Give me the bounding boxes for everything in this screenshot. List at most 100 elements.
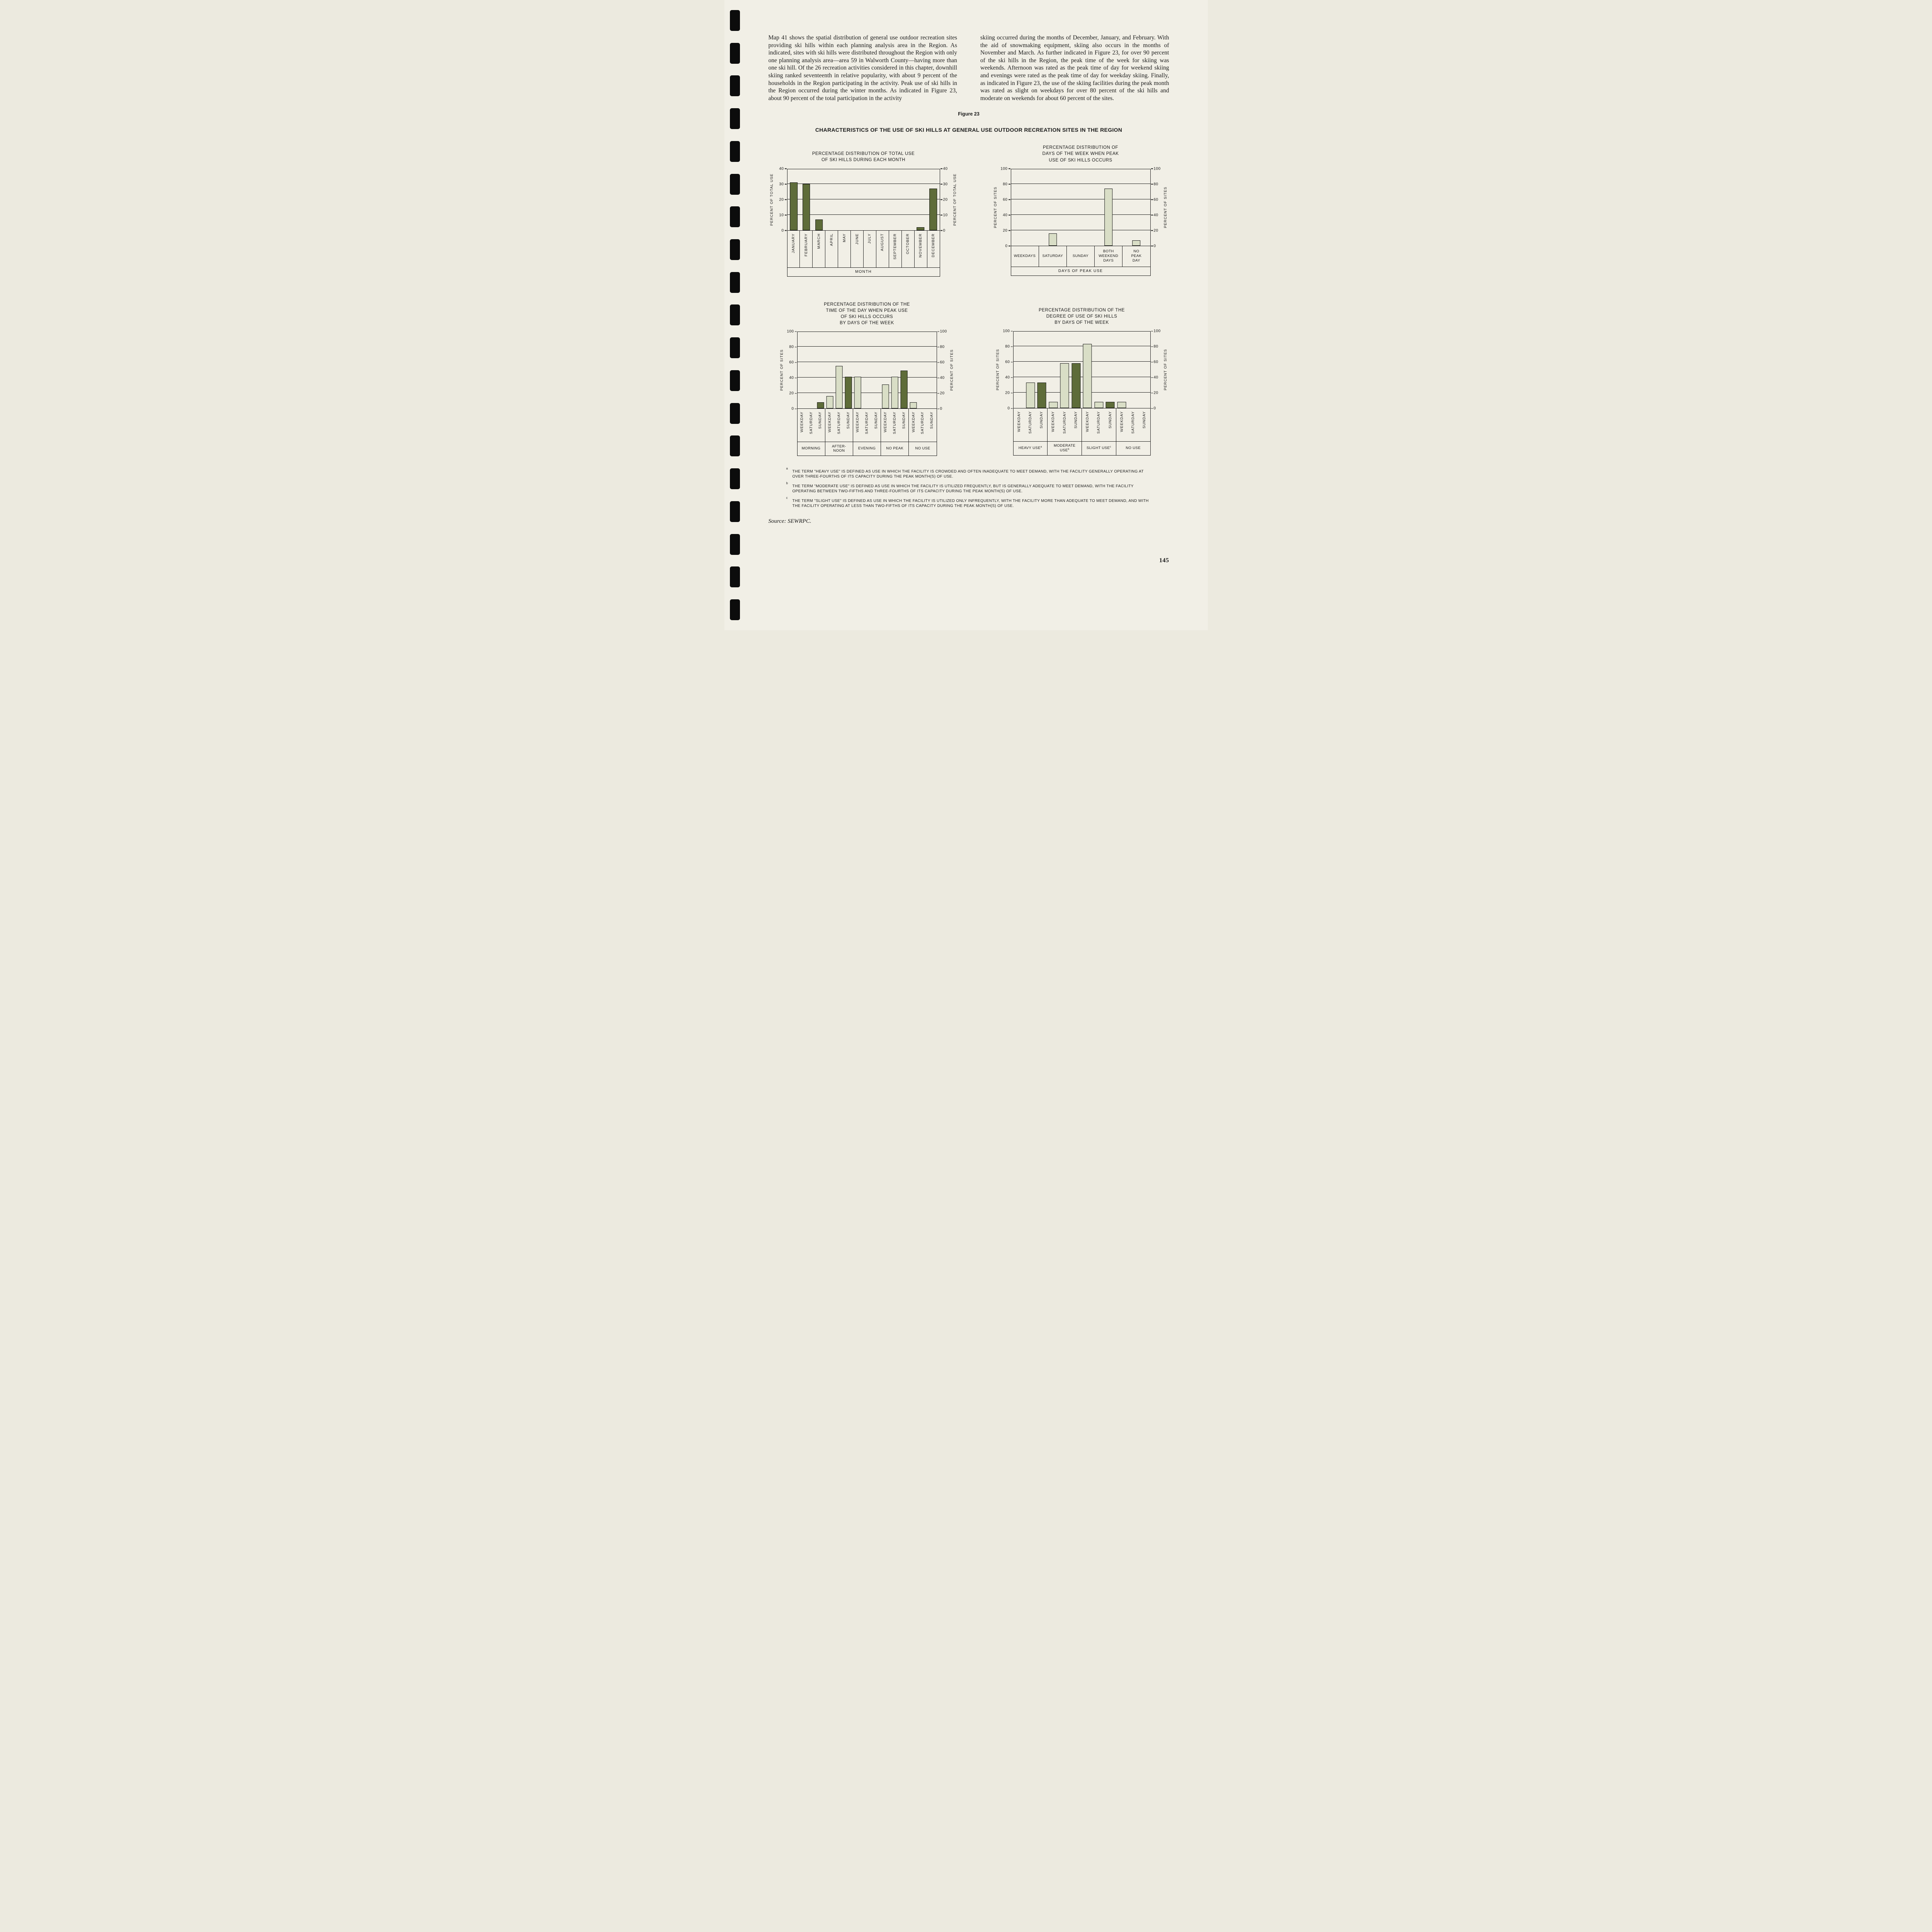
group-label: AFTER- NOON	[832, 444, 846, 453]
chart-title-line: BY DAYS OF THE WEEK	[1054, 320, 1109, 325]
y-tick-label: 20	[1005, 391, 1010, 395]
y-tick-mark	[1008, 199, 1010, 200]
chart-title: PERCENTAGE DISTRIBUTION OF THE DEGREE OF …	[1039, 307, 1125, 326]
binder-hole	[730, 501, 740, 522]
chart-title-line: DEGREE OF USE OF SKI HILLS	[1046, 314, 1117, 319]
plot-box	[1010, 168, 1151, 246]
group-label-row: MORNING AFTER- NOON EVENING NO PEAK NO USE	[797, 442, 937, 456]
category-cell: BOTH WEEKEND DAYS	[1094, 246, 1122, 267]
series-label: WEEKDAY	[1051, 411, 1056, 432]
page-number: 145	[1159, 557, 1169, 564]
binder-strip	[730, 10, 742, 620]
category-cell: OCTOBER	[901, 230, 914, 267]
bar	[900, 370, 908, 408]
series-cell: WEEKDAY SATURDAY SUNDAY	[1014, 408, 1048, 441]
bar	[891, 376, 898, 408]
chart-peak-time-of-day: PERCENTAGE DISTRIBUTION OF THE TIME OF TH…	[779, 301, 956, 456]
gridline	[1013, 392, 1150, 393]
document-page: Map 41 shows the spatial distribution of…	[724, 0, 1208, 630]
category-cell: JULY	[863, 230, 876, 267]
y-tick-mark	[937, 408, 939, 409]
bar	[1026, 382, 1035, 408]
chart-monthly-use: PERCENTAGE DISTRIBUTION OF TOTAL USE OF S…	[769, 145, 959, 277]
binder-hole	[730, 566, 740, 588]
category-row: WEEKDAYS SATURDAY SUNDAY BOTH WEEKEND DAYS N…	[1010, 246, 1151, 267]
category-cell: FEBRUARY	[799, 230, 812, 267]
y-tick-label: 60	[1003, 197, 1008, 202]
binder-hole	[730, 10, 740, 31]
y-tick-label: 30	[779, 182, 784, 187]
gridline	[1013, 361, 1150, 362]
y-tick-label: 100	[1000, 167, 1008, 171]
y-axis-title-text: PERCENT OF SITES	[950, 349, 954, 391]
binder-hole	[730, 272, 740, 293]
y-tick-label: 80	[1153, 182, 1158, 187]
category-label: FEBRUARY	[804, 233, 808, 257]
y-axis-title-text: PERCENT OF SITES	[993, 187, 998, 228]
plot-box	[797, 331, 937, 409]
chart-title: PERCENTAGE DISTRIBUTION OF TOTAL USE OF S…	[812, 151, 915, 163]
footnote: a THE TERM "HEAVY USE" IS DEFINED AS USE …	[786, 466, 1144, 479]
bar	[845, 376, 852, 408]
footnote-text: THE TERM "HEAVY USE" IS DEFINED AS USE I…	[792, 469, 1144, 479]
series-label: SATURDAY	[1062, 411, 1067, 434]
y-tick-mark	[784, 168, 787, 169]
y-axis-title-text: PERCENT OF SITES	[996, 349, 1000, 391]
series-cell: WEEKDAY SATURDAY SUNDAY	[881, 408, 908, 442]
series-label: WEEKDAY	[1017, 411, 1021, 432]
y-tick-label: 40	[1005, 375, 1010, 380]
category-row: JANUARY FEBRUARY MARCH APRIL MAY JUNE JULY AUGU…	[787, 230, 940, 268]
category-label: DECEMBER	[931, 233, 936, 257]
category-label: AUGUST	[880, 233, 885, 251]
y-axis-tick-column: 0 20 40 60 80 100	[1002, 329, 1013, 410]
y-tick-label: 80	[789, 345, 794, 349]
binder-hole	[730, 468, 740, 490]
x-axis-title: DAYS OF PEAK USE	[1010, 267, 1151, 276]
body-text-right-column: skiing occurred during the months of Dec…	[980, 34, 1169, 102]
y-tick-label: 0	[791, 406, 794, 411]
y-tick-label: 40	[1003, 213, 1008, 218]
series-label: WEEKDAY	[911, 411, 916, 432]
x-axis-title: MONTH	[787, 267, 940, 277]
group-label: MODERATE USEb	[1053, 444, 1076, 453]
plot-box	[1013, 331, 1151, 408]
y-axis-title: PERCENT OF SITES	[1162, 169, 1169, 246]
y-tick-label: 60	[940, 360, 945, 365]
category-label: NOVEMBER	[918, 233, 923, 257]
y-axis-tick-column: 0 20 40 60 80 100	[1151, 329, 1162, 410]
footnote-reference: c	[1110, 446, 1111, 449]
chart-body: PERCENT OF SITES 0 20 40 60 80 100 WEEKDAYS SATU…	[992, 167, 1169, 276]
series-label: SATURDAY	[837, 411, 841, 434]
y-axis-tick-column: 0 20 40 60 80 100	[1151, 167, 1162, 248]
chart-degree-of-use: PERCENTAGE DISTRIBUTION OF THE DEGREE OF …	[995, 301, 1169, 456]
y-tick-label: 100	[940, 329, 947, 334]
series-label: SUNDAY	[1108, 411, 1112, 429]
group-label: NO USE	[915, 446, 930, 451]
category-label: NO PEAK DAY	[1131, 249, 1142, 263]
y-tick-mark	[1151, 377, 1153, 378]
bar	[1083, 344, 1092, 408]
bar	[1060, 363, 1069, 408]
y-axis-title: PERCENT OF SITES	[779, 332, 786, 409]
group-label-cell: EVENING	[852, 442, 881, 456]
category-cell: APRIL	[825, 230, 838, 267]
y-tick-mark	[1151, 168, 1153, 169]
binder-hole	[730, 173, 740, 195]
y-tick-label: 0	[781, 228, 784, 233]
y-axis-title-text: PERCENT OF SITES	[1163, 349, 1168, 391]
series-label: SUNDAY	[901, 411, 906, 429]
y-tick-label: 60	[789, 360, 794, 365]
y-tick-label: 10	[779, 213, 784, 218]
bar	[1094, 401, 1104, 408]
category-cell: NO PEAK DAY	[1122, 246, 1150, 267]
y-tick-mark	[940, 168, 942, 169]
series-cell: WEEKDAY SATURDAY SUNDAY	[852, 408, 881, 442]
binder-hole	[730, 108, 740, 129]
group-label: EVENING	[858, 446, 876, 451]
figure-title: CHARACTERISTICS OF THE USE OF SKI HILLS …	[815, 127, 1122, 133]
y-axis-title-text: PERCENT OF SITES	[780, 349, 784, 391]
chart-title-line: PERCENTAGE DISTRIBUTION OF THE	[824, 302, 910, 307]
y-tick-mark	[784, 230, 787, 231]
chart-title: PERCENTAGE DISTRIBUTION OF THE TIME OF TH…	[824, 301, 910, 326]
y-tick-label: 10	[943, 213, 948, 218]
